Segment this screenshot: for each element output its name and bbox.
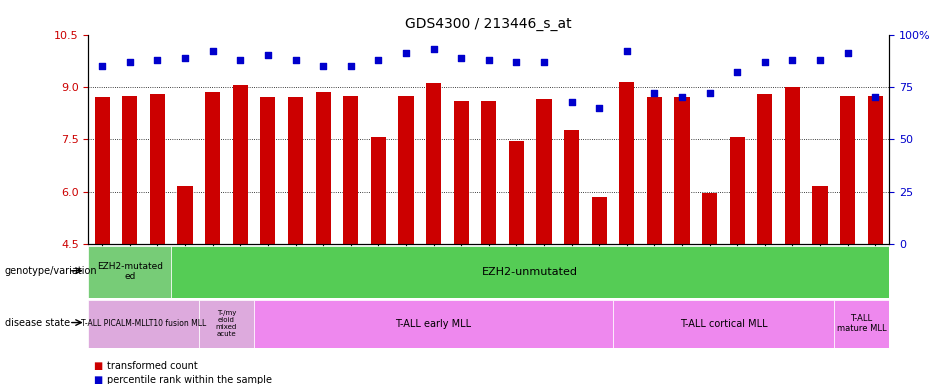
Bar bbox=[757, 94, 773, 244]
Bar bbox=[785, 87, 800, 244]
Point bbox=[758, 59, 773, 65]
Text: disease state: disease state bbox=[5, 318, 70, 328]
Bar bbox=[536, 99, 551, 244]
Text: GDS4300 / 213446_s_at: GDS4300 / 213446_s_at bbox=[406, 17, 572, 31]
Text: T-/my
eloid
mixed
acute: T-/my eloid mixed acute bbox=[216, 310, 237, 337]
Bar bbox=[619, 82, 634, 244]
Point bbox=[868, 94, 883, 101]
Point bbox=[785, 56, 800, 63]
Bar bbox=[508, 141, 524, 244]
Point bbox=[592, 105, 607, 111]
Point bbox=[150, 56, 165, 63]
Point bbox=[813, 56, 828, 63]
Point bbox=[316, 63, 331, 69]
Text: ■: ■ bbox=[93, 375, 102, 384]
Text: T-ALL PICALM-MLLT10 fusion MLL: T-ALL PICALM-MLLT10 fusion MLL bbox=[81, 319, 207, 328]
Bar bbox=[647, 98, 662, 244]
Bar bbox=[88, 246, 171, 298]
Bar bbox=[613, 300, 834, 348]
Bar bbox=[813, 186, 828, 244]
Bar bbox=[261, 98, 276, 244]
Text: T-ALL
mature MLL: T-ALL mature MLL bbox=[837, 314, 886, 333]
Text: transformed count: transformed count bbox=[107, 361, 197, 371]
Text: percentile rank within the sample: percentile rank within the sample bbox=[107, 375, 272, 384]
Point bbox=[509, 59, 524, 65]
Point bbox=[675, 94, 690, 101]
Bar bbox=[453, 101, 468, 244]
Bar bbox=[702, 193, 717, 244]
Point bbox=[426, 46, 441, 52]
Point bbox=[453, 55, 468, 61]
Bar bbox=[834, 300, 889, 348]
Bar bbox=[199, 300, 254, 348]
Bar bbox=[205, 92, 221, 244]
Point bbox=[95, 63, 110, 69]
Point bbox=[122, 59, 137, 65]
Text: ■: ■ bbox=[93, 361, 102, 371]
Bar bbox=[591, 197, 607, 244]
Point bbox=[288, 56, 303, 63]
Point bbox=[702, 90, 717, 96]
Bar bbox=[730, 137, 745, 244]
Bar bbox=[171, 246, 889, 298]
Bar bbox=[122, 96, 138, 244]
Bar bbox=[674, 98, 690, 244]
Bar bbox=[178, 186, 193, 244]
Bar bbox=[150, 94, 165, 244]
Bar bbox=[564, 131, 579, 244]
Bar bbox=[481, 101, 496, 244]
Point bbox=[371, 56, 385, 63]
Point bbox=[564, 98, 579, 104]
Bar bbox=[371, 137, 386, 244]
Text: genotype/variation: genotype/variation bbox=[5, 266, 97, 276]
Bar bbox=[868, 96, 883, 244]
Text: T-ALL early MLL: T-ALL early MLL bbox=[396, 318, 472, 329]
Bar bbox=[88, 300, 199, 348]
Bar bbox=[95, 98, 110, 244]
Bar bbox=[288, 98, 304, 244]
Text: EZH2-mutated
ed: EZH2-mutated ed bbox=[97, 262, 163, 281]
Bar bbox=[316, 92, 331, 244]
Point bbox=[481, 56, 496, 63]
Bar bbox=[254, 300, 613, 348]
Point bbox=[233, 56, 248, 63]
Point bbox=[647, 90, 662, 96]
Point bbox=[344, 63, 358, 69]
Point bbox=[398, 50, 413, 56]
Text: T-ALL cortical MLL: T-ALL cortical MLL bbox=[680, 318, 767, 329]
Bar bbox=[233, 85, 248, 244]
Point bbox=[178, 55, 193, 61]
Point bbox=[261, 53, 276, 59]
Bar bbox=[344, 96, 358, 244]
Point bbox=[619, 48, 634, 55]
Text: EZH2-unmutated: EZH2-unmutated bbox=[482, 266, 578, 277]
Bar bbox=[398, 96, 413, 244]
Bar bbox=[426, 83, 441, 244]
Bar bbox=[840, 96, 856, 244]
Point bbox=[841, 50, 856, 56]
Point bbox=[205, 48, 220, 55]
Point bbox=[536, 59, 551, 65]
Point bbox=[730, 69, 745, 75]
